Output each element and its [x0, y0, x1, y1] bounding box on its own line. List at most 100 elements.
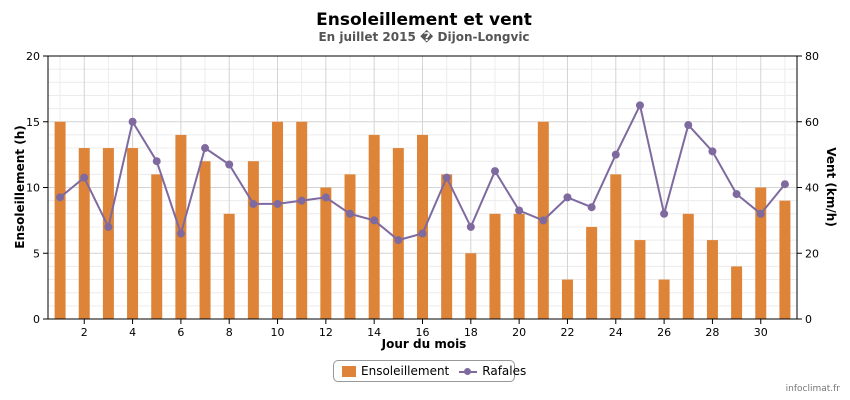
x-tick-label: 22: [560, 326, 574, 339]
legend-item-rafales: Rafales: [459, 364, 526, 378]
x-tick-label: 6: [177, 326, 184, 339]
legend: Ensoleillement Rafales: [333, 360, 526, 382]
bar-day-7[interactable]: [199, 161, 211, 319]
y-right-tick-label: 20: [805, 247, 819, 260]
y-left-tick-label: 20: [26, 50, 40, 63]
bar-day-10[interactable]: [272, 121, 284, 319]
rafales-point-day-9[interactable]: [249, 199, 258, 208]
rafales-point-day-13[interactable]: [346, 209, 355, 218]
rafales-point-day-1[interactable]: [56, 193, 65, 202]
bar-day-13[interactable]: [344, 174, 356, 319]
x-tick-label: 28: [705, 326, 719, 339]
rafales-point-day-28[interactable]: [708, 147, 717, 156]
rafales-point-day-19[interactable]: [490, 167, 499, 176]
x-axis-label: Jour du mois: [381, 337, 467, 351]
line-series: [56, 101, 789, 245]
bar-day-12[interactable]: [320, 187, 332, 320]
bar-day-8[interactable]: [223, 213, 235, 319]
x-tick-label: 14: [367, 326, 381, 339]
rafales-point-day-2[interactable]: [80, 173, 89, 182]
rafales-point-day-31[interactable]: [780, 180, 789, 189]
y-left-tick-label: 10: [26, 182, 40, 195]
bar-day-19[interactable]: [489, 213, 501, 319]
x-tick-label: 20: [512, 326, 526, 339]
bar-swatch-icon: [342, 365, 356, 377]
y-axis-right-label: Vent (km/h): [824, 147, 838, 227]
bar-day-3[interactable]: [102, 148, 114, 319]
bar-day-27[interactable]: [682, 213, 694, 319]
rafales-point-day-12[interactable]: [321, 193, 330, 202]
x-tick-label: 2: [81, 326, 88, 339]
legend-label-ensoleillement: Ensoleillement: [361, 364, 450, 378]
bar-day-18[interactable]: [465, 253, 477, 319]
line-swatch-icon: [459, 366, 478, 377]
bar-day-22[interactable]: [561, 279, 573, 319]
x-tick-label: 4: [129, 326, 136, 339]
bar-day-17[interactable]: [441, 174, 453, 319]
x-tick-label: 26: [657, 326, 671, 339]
bar-day-30[interactable]: [755, 187, 767, 320]
bar-day-29[interactable]: [731, 266, 743, 319]
rafales-point-day-25[interactable]: [635, 101, 644, 110]
rafales-point-day-29[interactable]: [732, 190, 741, 199]
bar-day-15[interactable]: [392, 148, 404, 319]
bar-day-6[interactable]: [175, 134, 187, 319]
rafales-point-day-17[interactable]: [442, 173, 451, 182]
x-tick-label: 24: [609, 326, 623, 339]
legend-item-ensoleillement: Ensoleillement: [342, 364, 449, 378]
rafales-point-day-16[interactable]: [418, 229, 427, 238]
bar-day-26[interactable]: [658, 279, 670, 319]
y-right-tick-label: 0: [805, 313, 812, 326]
bar-day-24[interactable]: [610, 174, 622, 319]
x-tick-label: 12: [319, 326, 333, 339]
y-left-tick-label: 0: [33, 313, 40, 326]
bar-day-20[interactable]: [513, 213, 525, 319]
legend-label-rafales: Rafales: [482, 364, 527, 378]
rafales-point-day-14[interactable]: [370, 216, 379, 225]
bar-day-23[interactable]: [586, 226, 598, 319]
rafales-point-day-7[interactable]: [201, 144, 210, 153]
rafales-point-day-8[interactable]: [225, 160, 234, 169]
bar-day-1[interactable]: [54, 121, 66, 319]
rafales-point-day-24[interactable]: [611, 150, 620, 159]
bar-day-14[interactable]: [368, 134, 380, 319]
y-axis-left-label: Ensoleillement (h): [13, 125, 27, 248]
x-tick-label: 10: [271, 326, 285, 339]
rafales-point-day-21[interactable]: [539, 216, 548, 225]
bar-day-2[interactable]: [78, 148, 90, 319]
bar-day-11[interactable]: [296, 121, 308, 319]
bar-day-16[interactable]: [417, 134, 428, 319]
rafales-point-day-20[interactable]: [515, 206, 524, 215]
rafales-point-day-5[interactable]: [152, 157, 161, 166]
bar-day-5[interactable]: [151, 174, 163, 319]
bar-day-28[interactable]: [706, 240, 718, 319]
rafales-point-day-10[interactable]: [273, 199, 282, 208]
rafales-point-day-27[interactable]: [684, 121, 693, 130]
rafales-point-day-11[interactable]: [297, 196, 306, 205]
credit: infoclimat.fr: [785, 384, 840, 394]
x-tick-label: 30: [754, 326, 768, 339]
rafales-point-day-26[interactable]: [660, 209, 669, 218]
rafales-point-day-30[interactable]: [756, 209, 765, 218]
bar-day-31[interactable]: [779, 200, 791, 319]
chart-subtitle: En juillet 2015 � Dijon-Longvic: [318, 29, 529, 44]
y-right-tick-label: 80: [805, 50, 819, 63]
rafales-point-day-18[interactable]: [466, 222, 475, 231]
rafales-point-day-22[interactable]: [563, 193, 572, 202]
rafales-point-day-4[interactable]: [128, 117, 137, 126]
bar-series: [54, 121, 791, 320]
y-left-tick-label: 5: [33, 247, 40, 260]
y-right-tick-label: 60: [805, 116, 819, 129]
x-tick-label: 8: [226, 326, 233, 339]
rafales-point-day-3[interactable]: [104, 222, 113, 231]
chart-title: Ensoleillement et vent: [316, 10, 532, 30]
rafales-point-day-6[interactable]: [176, 229, 185, 238]
rafales-point-day-15[interactable]: [394, 236, 403, 245]
bar-day-25[interactable]: [634, 240, 646, 319]
bar-day-9[interactable]: [247, 161, 259, 319]
y-left-tick-label: 15: [26, 116, 40, 129]
bar-day-4[interactable]: [127, 148, 139, 319]
rafales-point-day-23[interactable]: [587, 203, 596, 212]
x-tick-label: 18: [464, 326, 478, 339]
